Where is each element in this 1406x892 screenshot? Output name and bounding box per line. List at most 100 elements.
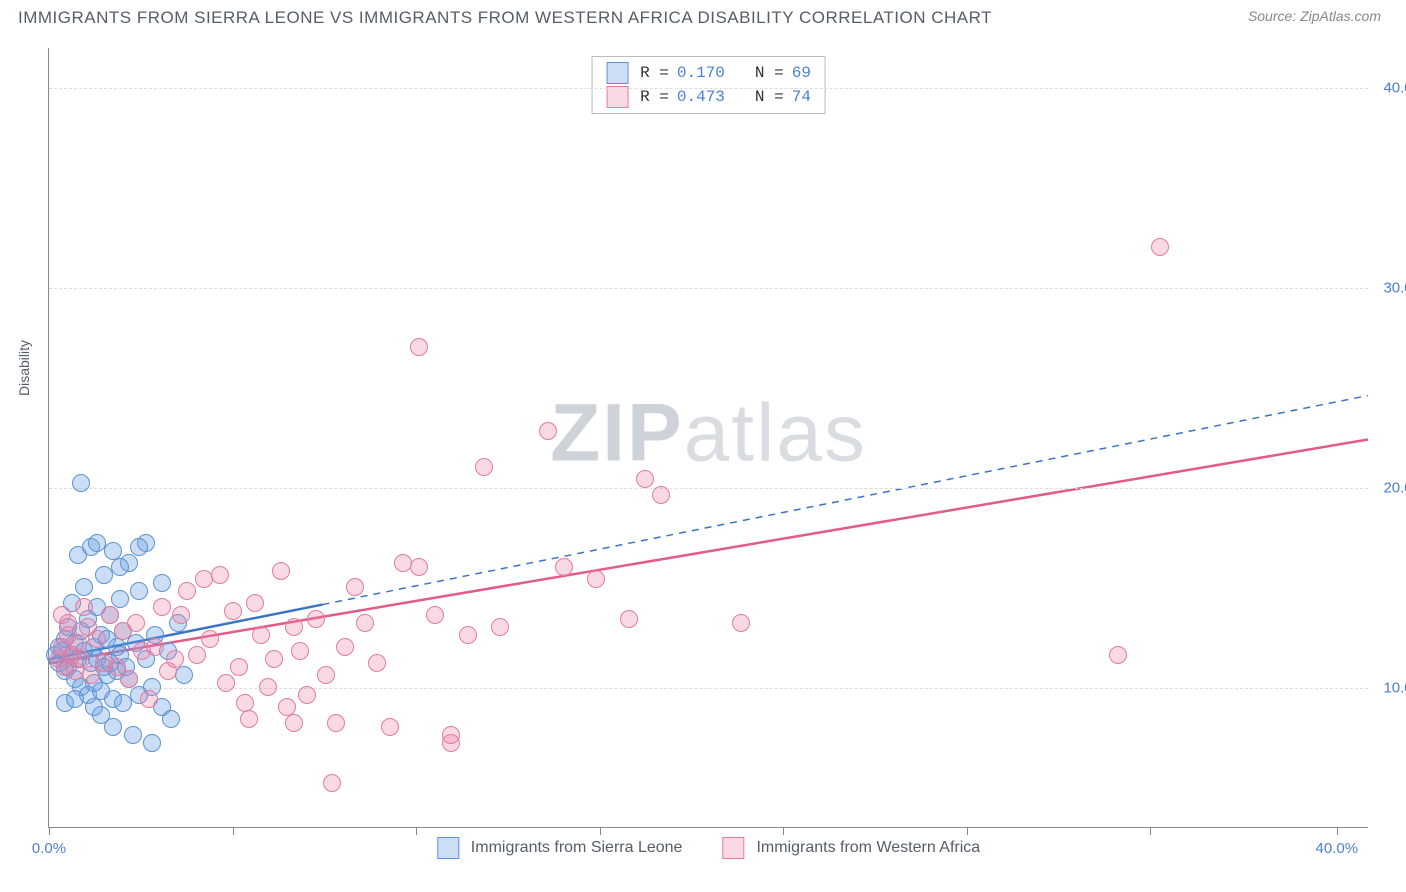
- correlation-stats-box: R = 0.170N = 69R = 0.473N = 74: [591, 56, 826, 114]
- scatter-point: [381, 718, 399, 736]
- scatter-point: [317, 666, 335, 684]
- scatter-point: [272, 562, 290, 580]
- scatter-point: [555, 558, 573, 576]
- x-tick-label-min: 0.0%: [32, 840, 66, 857]
- scatter-point: [201, 630, 219, 648]
- scatter-point: [104, 718, 122, 736]
- scatter-point: [127, 614, 145, 632]
- scatter-point: [442, 726, 460, 744]
- scatter-point: [75, 598, 93, 616]
- scatter-point: [111, 590, 129, 608]
- scatter-point: [459, 626, 477, 644]
- scatter-point: [732, 614, 750, 632]
- scatter-point: [140, 690, 158, 708]
- series-legend: Immigrants from Sierra Leone Immigrants f…: [437, 837, 980, 859]
- scatter-point: [217, 674, 235, 692]
- scatter-point: [146, 638, 164, 656]
- scatter-point: [265, 650, 283, 668]
- scatter-point: [240, 710, 258, 728]
- y-tick-label: 20.0%: [1383, 480, 1406, 497]
- legend-item: Immigrants from Western Africa: [722, 837, 980, 859]
- x-tick-label-max: 40.0%: [1316, 840, 1359, 857]
- stat-n-label: N =: [755, 61, 784, 85]
- scatter-point: [356, 614, 374, 632]
- scatter-point: [88, 630, 106, 648]
- legend-label: Immigrants from Western Africa: [756, 839, 980, 857]
- scatter-point: [166, 650, 184, 668]
- scatter-point: [224, 602, 242, 620]
- scatter-point: [153, 598, 171, 616]
- gridline-horizontal: [49, 688, 1368, 689]
- scatter-point: [491, 618, 509, 636]
- scatter-point: [587, 570, 605, 588]
- legend-swatch: [437, 837, 459, 859]
- scatter-point: [88, 534, 106, 552]
- scatter-point: [175, 666, 193, 684]
- x-tick: [233, 827, 234, 835]
- x-tick: [783, 827, 784, 835]
- scatter-point: [285, 618, 303, 636]
- x-tick: [1150, 827, 1151, 835]
- watermark-bold: ZIP: [550, 387, 684, 478]
- chart-title: IMMIGRANTS FROM SIERRA LEONE VS IMMIGRAN…: [18, 8, 992, 28]
- y-tick-label: 10.0%: [1383, 680, 1406, 697]
- scatter-point: [368, 654, 386, 672]
- scatter-point: [130, 582, 148, 600]
- y-tick-label: 30.0%: [1383, 280, 1406, 297]
- scatter-point: [101, 606, 119, 624]
- scatter-point: [636, 470, 654, 488]
- scatter-point: [246, 594, 264, 612]
- scatter-point: [72, 474, 90, 492]
- source-name: ZipAtlas.com: [1300, 8, 1381, 24]
- scatter-point: [188, 646, 206, 664]
- scatter-point: [143, 734, 161, 752]
- scatter-point: [1109, 646, 1127, 664]
- stat-n-value: 69: [792, 61, 811, 85]
- scatter-point: [1151, 238, 1169, 256]
- stat-r-value: 0.170: [677, 61, 725, 85]
- stat-r-label: R =: [640, 61, 669, 85]
- y-axis-label: Disability: [16, 340, 32, 396]
- scatter-point: [124, 726, 142, 744]
- scatter-point: [72, 650, 90, 668]
- legend-item: Immigrants from Sierra Leone: [437, 837, 683, 859]
- x-tick: [967, 827, 968, 835]
- scatter-point: [252, 626, 270, 644]
- scatter-point: [259, 678, 277, 696]
- chart-plot-area: ZIPatlas R = 0.170N = 69R = 0.473N = 74 …: [48, 48, 1368, 828]
- stats-row: R = 0.170 N = 69: [606, 61, 811, 85]
- legend-swatch: [606, 86, 628, 108]
- watermark: ZIPatlas: [550, 386, 867, 480]
- x-tick: [600, 827, 601, 835]
- scatter-point: [323, 774, 341, 792]
- legend-label: Immigrants from Sierra Leone: [471, 839, 683, 857]
- scatter-point: [539, 422, 557, 440]
- scatter-point: [120, 670, 138, 688]
- scatter-point: [652, 486, 670, 504]
- scatter-point: [172, 606, 190, 624]
- scatter-point: [327, 714, 345, 732]
- legend-swatch: [722, 837, 744, 859]
- gridline-horizontal: [49, 488, 1368, 489]
- y-tick-label: 40.0%: [1383, 80, 1406, 97]
- scatter-point: [620, 610, 638, 628]
- x-tick: [416, 827, 417, 835]
- scatter-point: [285, 714, 303, 732]
- scatter-point: [410, 558, 428, 576]
- x-tick: [1337, 827, 1338, 835]
- scatter-point: [475, 458, 493, 476]
- source-attribution: Source: ZipAtlas.com: [1248, 8, 1381, 26]
- scatter-point: [178, 582, 196, 600]
- scatter-point: [66, 690, 84, 708]
- watermark-light: atlas: [684, 387, 867, 478]
- scatter-point: [211, 566, 229, 584]
- scatter-point: [291, 642, 309, 660]
- scatter-point: [394, 554, 412, 572]
- scatter-point: [59, 614, 77, 632]
- gridline-horizontal: [49, 288, 1368, 289]
- scatter-point: [410, 338, 428, 356]
- scatter-point: [111, 558, 129, 576]
- source-label: Source:: [1248, 8, 1300, 24]
- scatter-point: [346, 578, 364, 596]
- scatter-point: [307, 610, 325, 628]
